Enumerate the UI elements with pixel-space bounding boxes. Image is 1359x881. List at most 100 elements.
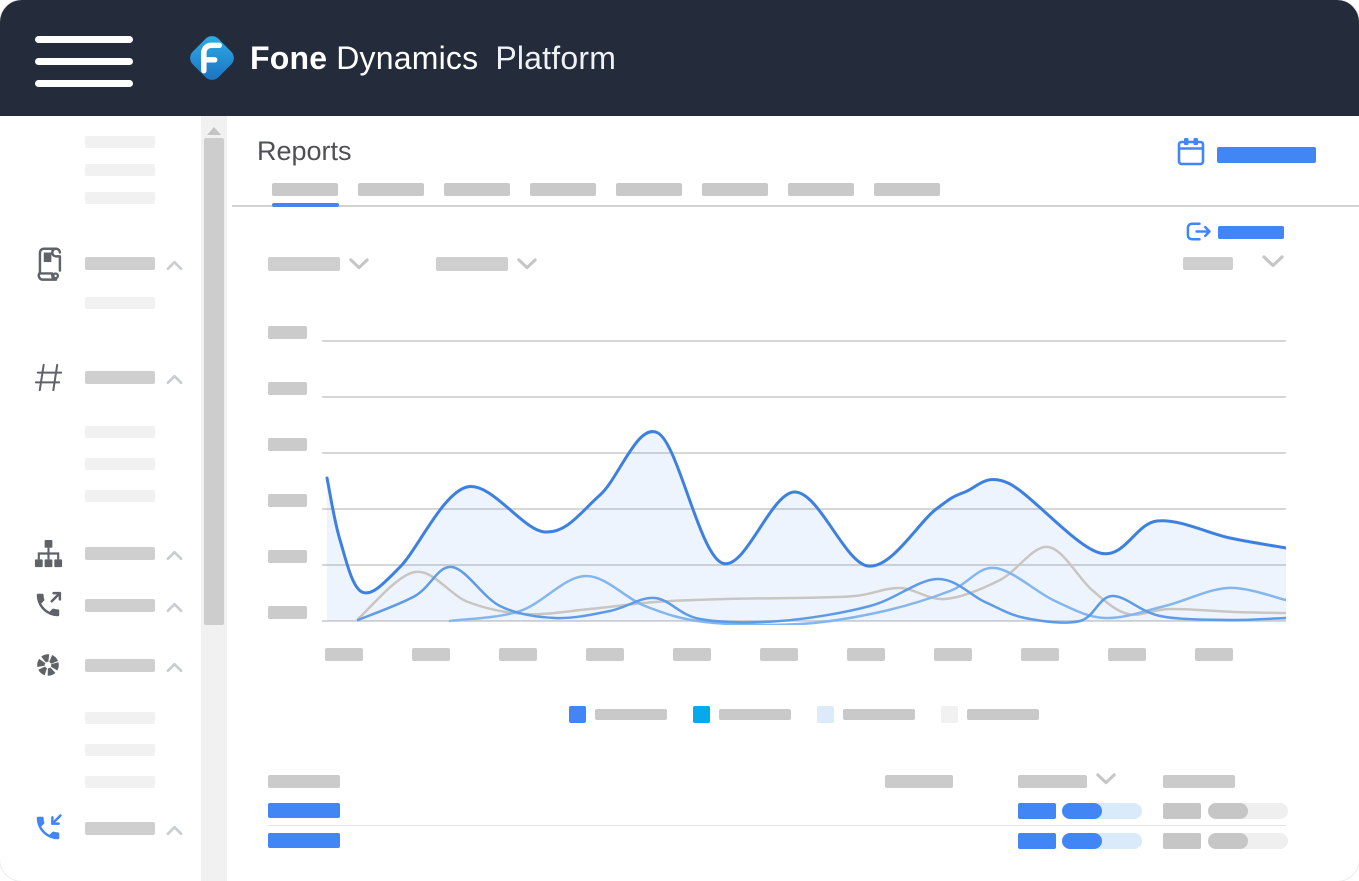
metric-gray-progress-fill	[1208, 803, 1248, 819]
metric-gray-value	[1163, 803, 1201, 819]
area-chart	[325, 430, 1286, 625]
sidebar-label-placeholder	[85, 371, 155, 384]
table-row-link[interactable]	[268, 803, 340, 818]
chart-legend	[322, 706, 1286, 723]
hamburger-bar	[35, 58, 133, 65]
hash-icon	[30, 357, 66, 397]
sidebar-item-placeholder[interactable]	[0, 712, 232, 725]
tab-placeholder-4[interactable]	[530, 183, 596, 196]
sidebar-item-placeholder[interactable]	[0, 426, 232, 439]
scrollbar-up-arrow-icon[interactable]	[206, 123, 222, 141]
tab-placeholder-6[interactable]	[702, 183, 768, 196]
chevron-up-icon	[166, 660, 183, 678]
metric-gray-value	[1163, 833, 1201, 849]
sidebar-item-aperture[interactable]	[0, 654, 232, 676]
metric-blue-value	[1018, 833, 1056, 849]
metric-blue-progress	[1062, 833, 1142, 849]
legend-label-placeholder	[719, 709, 791, 720]
x-tick-label	[412, 648, 450, 661]
date-range-button[interactable]	[1217, 147, 1316, 163]
gridline	[322, 452, 1286, 454]
x-tick-label	[673, 648, 711, 661]
tab-placeholder-5[interactable]	[616, 183, 682, 196]
tab-placeholder-3[interactable]	[444, 183, 510, 196]
chart-area-fill	[327, 431, 1286, 621]
y-tick-label	[268, 550, 307, 563]
legend-swatch	[941, 706, 958, 723]
y-tick-label	[268, 382, 307, 395]
menu-button[interactable]	[35, 33, 133, 87]
sort-dropdown[interactable]	[1183, 257, 1233, 270]
export-icon[interactable]	[1184, 219, 1213, 249]
sidebar-item-phone-incoming[interactable]	[0, 814, 232, 840]
sidebar-item-hash[interactable]	[0, 363, 232, 391]
sidebar-item-placeholder[interactable]	[0, 744, 232, 757]
chevron-down-icon[interactable]	[517, 257, 537, 275]
metric-blue-progress-fill	[1062, 803, 1102, 819]
skeleton-series-main	[325, 430, 1286, 595]
table-header-col-4[interactable]	[1163, 775, 1235, 788]
sidebar-label-placeholder	[85, 297, 155, 309]
calendar-icon[interactable]	[1176, 136, 1206, 173]
sidebar-item-sitemap[interactable]	[0, 539, 232, 567]
report-tabs	[272, 183, 940, 196]
tab-placeholder-7[interactable]	[788, 183, 854, 196]
sidebar-item-receipt[interactable]	[0, 247, 232, 281]
sidebar-item-phone-outgoing[interactable]	[0, 591, 232, 617]
x-tick-label	[760, 648, 798, 661]
sidebar-item-placeholder[interactable]	[0, 192, 232, 205]
table-header-col-1[interactable]	[268, 775, 340, 788]
legend-swatch	[817, 706, 834, 723]
sidebar-label-placeholder	[85, 547, 155, 560]
table-header-col-3[interactable]	[1018, 775, 1087, 788]
y-tick-label	[268, 438, 307, 451]
brand-light: Platform	[495, 39, 617, 76]
sidebar-label-placeholder	[85, 164, 155, 176]
legend-series-2[interactable]	[693, 706, 791, 723]
table-header-col-2[interactable]	[885, 775, 953, 788]
sidebar-label-placeholder	[85, 257, 155, 270]
sidebar-item-placeholder[interactable]	[0, 490, 232, 503]
sidebar-item-placeholder[interactable]	[0, 297, 232, 310]
tab-placeholder-8[interactable]	[874, 183, 940, 196]
sidebar-label-placeholder	[85, 744, 155, 756]
metric-blue-progress	[1062, 803, 1142, 819]
metric-blue-value	[1018, 803, 1056, 819]
chevron-down-icon[interactable]	[1096, 772, 1116, 790]
chevron-down-icon[interactable]	[349, 257, 369, 275]
sidebar-label-placeholder	[85, 192, 155, 204]
tabs-divider	[232, 205, 1359, 207]
sidebar-item-placeholder[interactable]	[0, 458, 232, 471]
x-tick-label	[499, 648, 537, 661]
fone-dynamics-logo-icon	[183, 29, 241, 92]
metric-gray-progress	[1208, 833, 1288, 849]
filter-dropdown-2[interactable]	[436, 257, 508, 271]
gridline	[322, 396, 1286, 398]
scrollbar-thumb[interactable]	[204, 138, 224, 625]
legend-series-4[interactable]	[941, 706, 1039, 723]
chevron-down-icon[interactable]	[1262, 255, 1284, 273]
table-row-link[interactable]	[268, 833, 340, 848]
sidebar-label-placeholder	[85, 458, 155, 470]
filter-dropdown-1[interactable]	[268, 257, 340, 271]
phone-incoming-icon	[30, 808, 66, 848]
sidebar-label-placeholder	[85, 659, 155, 672]
sidebar-item-placeholder[interactable]	[0, 164, 232, 177]
gridline	[322, 508, 1286, 510]
gridline	[322, 340, 1286, 342]
legend-series-1[interactable]	[569, 706, 667, 723]
tab-placeholder-1[interactable]	[272, 183, 338, 196]
sidebar-item-placeholder[interactable]	[0, 136, 232, 149]
skeleton-series-gray	[356, 545, 1286, 621]
brand-regular: Dynamics	[336, 39, 479, 76]
legend-series-3[interactable]	[817, 706, 915, 723]
x-tick-label	[934, 648, 972, 661]
page-title: Reports	[257, 136, 352, 166]
active-tab-indicator	[272, 203, 339, 207]
tab-placeholder-2[interactable]	[358, 183, 424, 196]
sidebar-label-placeholder	[85, 599, 155, 612]
sidebar-item-placeholder[interactable]	[0, 776, 232, 789]
chevron-up-icon	[166, 600, 183, 618]
export-button[interactable]	[1218, 226, 1284, 239]
sidebar-scrollbar[interactable]	[201, 116, 227, 881]
